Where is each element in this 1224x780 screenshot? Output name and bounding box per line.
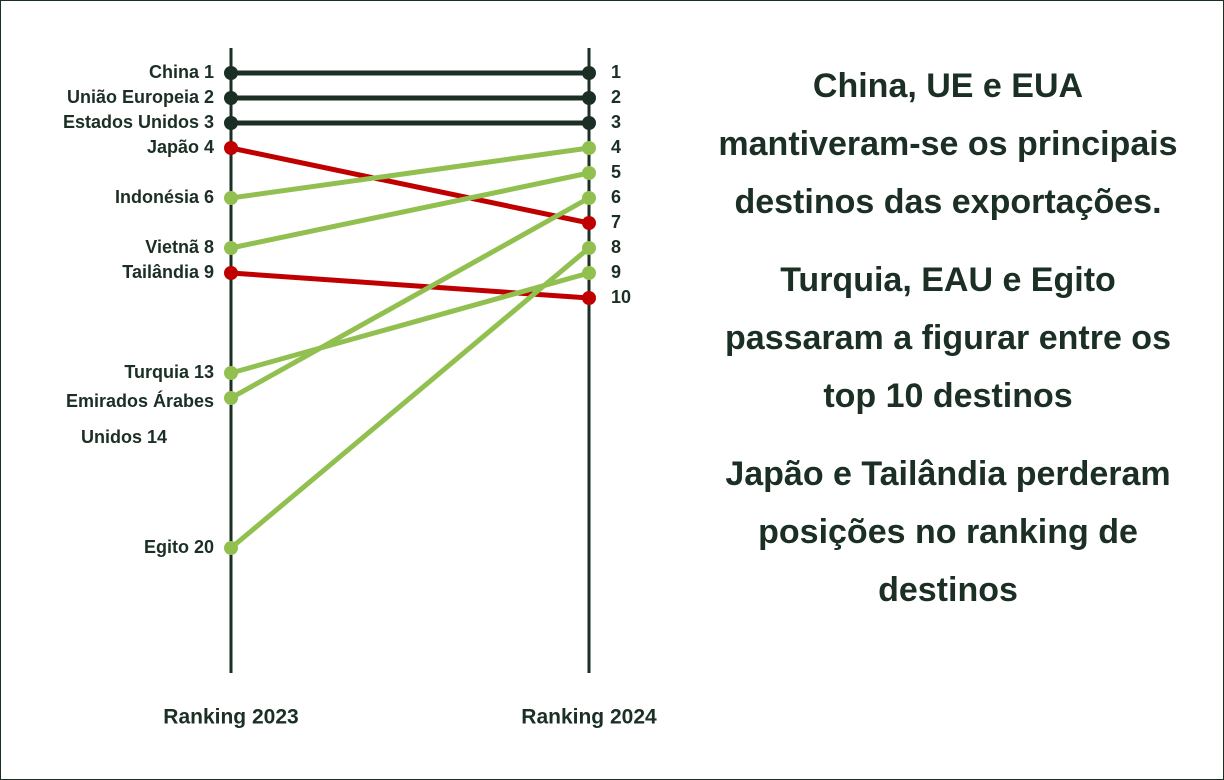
- right-label: 8: [611, 237, 621, 257]
- label-line: Emirados Árabes: [66, 390, 214, 411]
- point: [224, 366, 238, 380]
- label-line: Unidos 14: [81, 427, 167, 447]
- point: [582, 141, 596, 155]
- point: [224, 241, 238, 255]
- point: [582, 266, 596, 280]
- right-label: 10: [611, 287, 631, 307]
- point: [582, 166, 596, 180]
- right-label: 3: [611, 112, 621, 132]
- point: [582, 91, 596, 105]
- right-label: 6: [611, 187, 621, 207]
- annotation: China, UE e EUA mantiveram-se os princip…: [713, 57, 1183, 231]
- point: [224, 91, 238, 105]
- left-label: Emirados Árabes Unidos 14: [66, 390, 214, 447]
- point: [224, 266, 238, 280]
- right-label: 5: [611, 162, 621, 182]
- right-label: 1: [611, 62, 621, 82]
- point: [582, 116, 596, 130]
- left-label: Estados Unidos 3: [63, 112, 214, 132]
- slope-line: [231, 248, 589, 548]
- point: [582, 216, 596, 230]
- left-label: Vietnã 8: [145, 237, 214, 257]
- left-label: Tailândia 9: [122, 262, 214, 282]
- right-label: 4: [611, 137, 621, 157]
- point: [224, 541, 238, 555]
- left-label: China 1: [149, 62, 214, 82]
- page: Ranking 2023 Ranking 2024 China 1 1 União Eu…: [0, 0, 1224, 780]
- point: [582, 291, 596, 305]
- left-label: Japão 4: [147, 137, 214, 157]
- left-label: União Europeia 2: [67, 87, 214, 107]
- point: [582, 191, 596, 205]
- left-label: Egito 20: [144, 537, 214, 557]
- point: [224, 391, 238, 405]
- left-label: Indonésia 6: [115, 187, 214, 207]
- slope-line: [231, 148, 589, 198]
- point: [224, 116, 238, 130]
- point: [582, 66, 596, 80]
- notes: China, UE e EUA mantiveram-se os princip…: [713, 57, 1183, 639]
- left-label: Turquia 13: [124, 362, 214, 382]
- axis-label: Ranking 2024: [521, 706, 657, 729]
- point: [224, 66, 238, 80]
- annotation: Japão e Tailândia perderam posições no r…: [713, 445, 1183, 619]
- right-label: 9: [611, 262, 621, 282]
- point: [582, 241, 596, 255]
- right-label: 2: [611, 87, 621, 107]
- right-label: 7: [611, 212, 621, 232]
- axis-label: Ranking 2023: [163, 706, 298, 729]
- point: [224, 141, 238, 155]
- annotation: Turquia, EAU e Egito passaram a figurar …: [713, 251, 1183, 425]
- point: [224, 191, 238, 205]
- slope-line: [231, 198, 589, 398]
